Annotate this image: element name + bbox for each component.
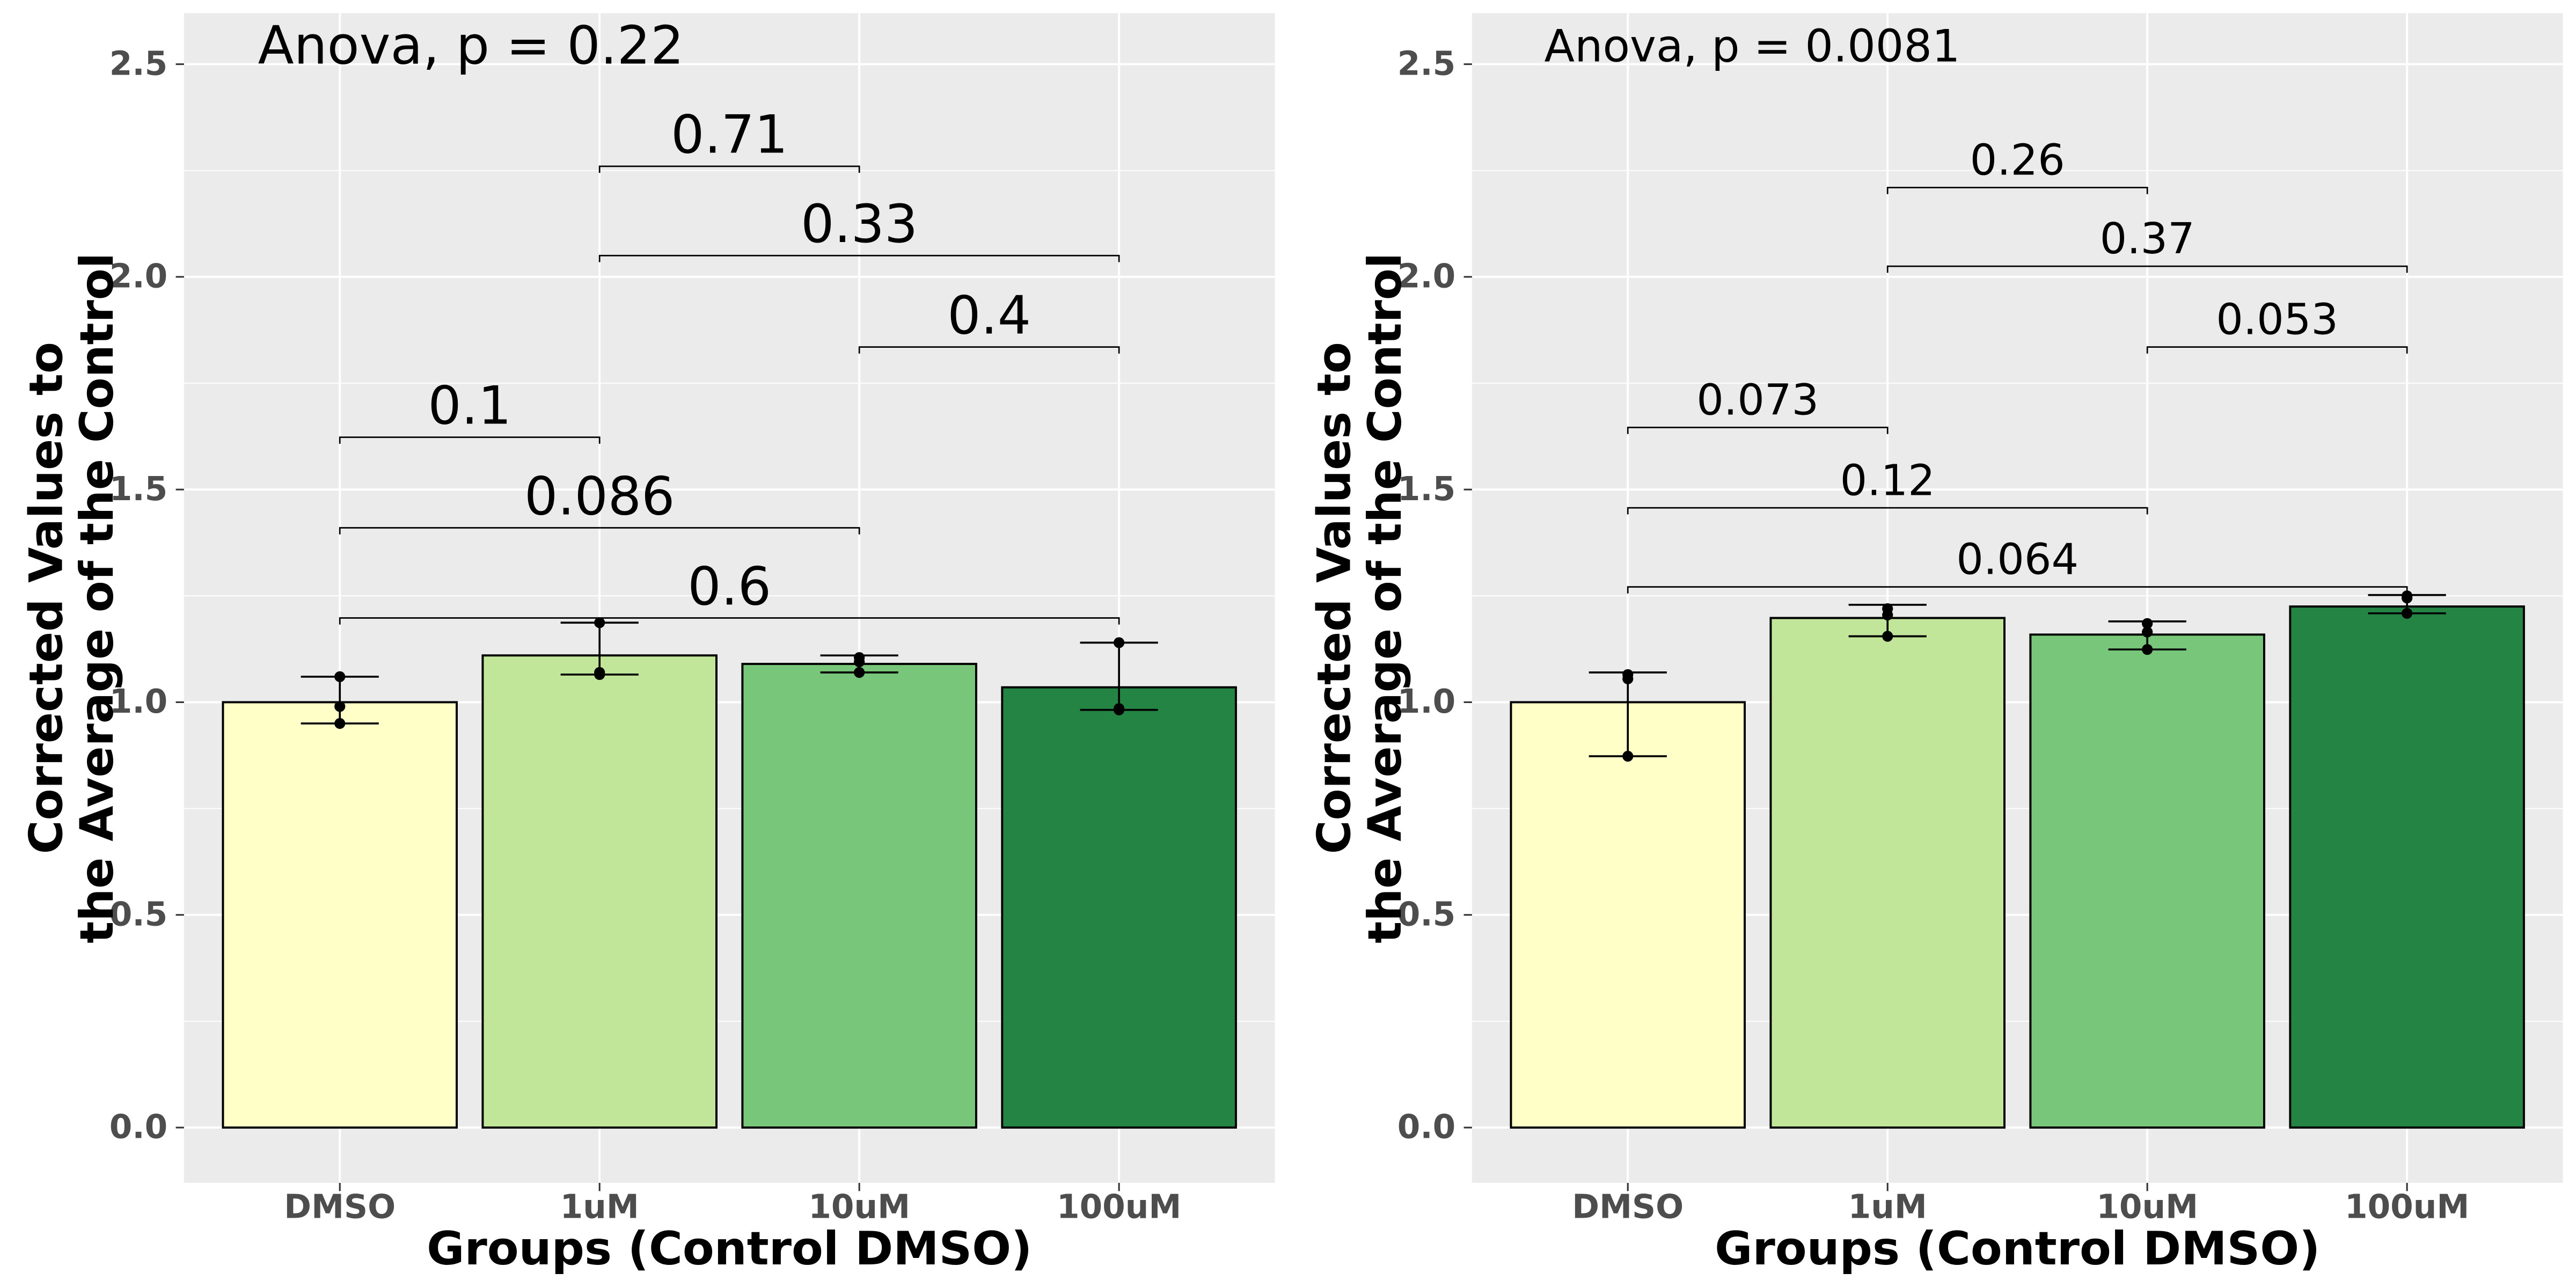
comparison-bracket — [2146, 346, 2408, 354]
data-point — [2142, 618, 2153, 629]
comparison-bracket — [1627, 586, 2408, 594]
data-point — [1882, 631, 1893, 642]
comparison-bracket — [598, 165, 860, 173]
data-point — [854, 667, 865, 678]
x-tick-label: 10uM — [808, 1188, 910, 1226]
y-axis-title: the Average of the Control — [1358, 253, 1412, 943]
y-tick-label: 1.0 — [109, 683, 167, 721]
y-tick-label: 1.5 — [1397, 470, 1455, 508]
y-axis-title: Corrected Values to — [19, 342, 73, 854]
x-tick-label: 100uM — [1057, 1188, 1181, 1226]
x-tick-label: 1uM — [560, 1188, 639, 1226]
comparison-bracket — [1627, 427, 1889, 434]
data-point — [334, 671, 346, 683]
x-tick-label: 1uM — [1848, 1188, 1927, 1226]
y-tick-label: 0.0 — [109, 1108, 167, 1146]
p-value-label: 0.33 — [801, 194, 918, 255]
data-point — [594, 617, 605, 628]
y-tick-label: 2.5 — [109, 45, 167, 83]
x-axis-title: Groups (Control DMSO) — [1715, 1222, 2320, 1276]
comparison-bracket — [339, 617, 1120, 625]
x-tick-label: 10uM — [2096, 1188, 2198, 1226]
p-value-label: 0.053 — [2216, 295, 2338, 345]
comparison-bracket — [339, 436, 601, 444]
p-value-label: 0.086 — [524, 466, 675, 527]
p-value-label: 0.4 — [947, 285, 1031, 346]
y-axis-title: Corrected Values to — [1307, 342, 1361, 854]
x-tick-label: DMSO — [1572, 1188, 1684, 1226]
p-value-label: 0.37 — [2100, 214, 2195, 264]
data-point — [1622, 673, 1634, 684]
annotation: Anova, p = 0.22 — [258, 16, 684, 77]
p-value-label: 0.6 — [687, 556, 771, 617]
x-tick-label: DMSO — [284, 1188, 396, 1226]
data-point — [2142, 644, 2153, 655]
data-point — [334, 718, 346, 729]
data-point — [854, 656, 865, 668]
p-value-label: 0.064 — [1956, 535, 2079, 584]
y-tick-label: 2.0 — [1397, 258, 1455, 296]
bar — [2029, 633, 2265, 1129]
x-axis-title: Groups (Control DMSO) — [427, 1222, 1032, 1276]
data-point — [1882, 609, 1893, 621]
data-point — [1114, 704, 1125, 715]
y-tick-label: 1.5 — [109, 470, 167, 508]
data-point — [1622, 751, 1634, 762]
bar — [1001, 686, 1237, 1129]
comparison-bracket — [1886, 265, 2408, 273]
comparison-bracket — [1886, 187, 2148, 194]
y-axis-title: the Average of the Control — [70, 253, 124, 943]
data-point — [594, 669, 605, 680]
comparison-bracket — [858, 346, 1120, 354]
y-tick-label: 0.5 — [1397, 895, 1455, 933]
y-tick-label: 2.0 — [109, 258, 167, 296]
comparison-bracket — [1627, 507, 2148, 515]
y-tick-label: 0.5 — [109, 895, 167, 933]
y-tick-label: 1.0 — [1397, 683, 1455, 721]
comparison-bracket — [339, 527, 860, 535]
bar — [1510, 701, 1746, 1129]
data-point — [334, 701, 346, 712]
bar — [2289, 605, 2525, 1129]
p-value-label: 0.71 — [671, 105, 788, 166]
p-value-label: 0.26 — [1970, 135, 2065, 185]
p-value-label: 0.073 — [1696, 375, 1819, 425]
panel: 0.0 0.5 1.0 1.5 2.0 2.5 DMSO 1uM 10uM 100uM 0.26 0.… — [1307, 13, 2563, 1276]
data-point — [2402, 608, 2413, 619]
y-tick-label: 0.0 — [1397, 1108, 1455, 1146]
bar — [1769, 617, 2006, 1129]
data-point — [2402, 592, 2413, 604]
bar — [741, 663, 977, 1129]
annotation: Anova, p = 0.0081 — [1545, 20, 1960, 72]
p-value-label: 0.1 — [428, 376, 511, 437]
bar — [222, 701, 458, 1129]
bar — [481, 654, 718, 1129]
y-tick-label: 2.5 — [1397, 45, 1455, 83]
x-tick-label: 100uM — [2345, 1188, 2469, 1226]
data-point — [1114, 637, 1125, 648]
p-value-label: 0.12 — [1840, 455, 1935, 505]
comparison-bracket — [598, 254, 1120, 262]
data-point — [2142, 626, 2153, 638]
